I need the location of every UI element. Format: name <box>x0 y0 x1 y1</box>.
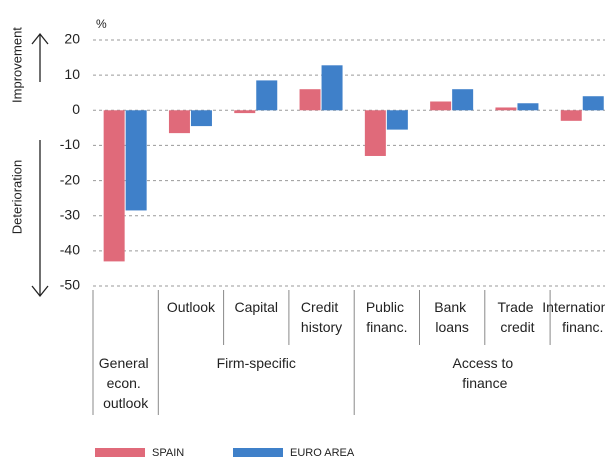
legend-swatch <box>233 448 283 457</box>
bar <box>125 110 147 211</box>
legend-swatch <box>95 448 145 457</box>
y-tick-label: 10 <box>64 66 80 82</box>
y-tick-label: -10 <box>60 136 80 152</box>
arrows <box>31 32 49 298</box>
arrow-up-head <box>31 32 49 45</box>
bar <box>386 110 408 130</box>
x-tick-label: Bank loans <box>434 299 470 335</box>
bar <box>168 110 190 134</box>
legend-text: SPAIN <box>152 447 184 459</box>
bar <box>234 110 256 114</box>
legend-text: EURO AREA <box>290 447 355 459</box>
bar <box>321 65 343 111</box>
bar <box>299 89 321 111</box>
x-tick-label: Trade credit <box>497 299 537 335</box>
bar <box>517 103 539 111</box>
side-label-top: Improvement <box>9 27 24 103</box>
x-tick-label: Capital <box>234 299 278 315</box>
bar <box>452 89 474 111</box>
bar <box>582 96 604 111</box>
y-tick-label: 20 <box>64 31 80 47</box>
unit-label: % <box>96 17 107 31</box>
x-tick-label: Outlook <box>167 299 216 315</box>
bar <box>190 110 212 127</box>
y-tick-label: -30 <box>60 206 80 222</box>
y-tick-label: 0 <box>72 101 80 117</box>
bar <box>430 101 452 111</box>
y-tick-label: -50 <box>60 277 80 293</box>
x-tick-label: Public financ. <box>366 299 408 335</box>
group-label: General econ. outlook <box>99 355 153 411</box>
x-tick-label: International financ. <box>542 299 605 335</box>
y-tick-label: -40 <box>60 242 80 258</box>
group-label: Access to finance <box>453 355 518 391</box>
side-label-bottom: Deterioration <box>9 160 24 234</box>
bar <box>495 107 517 111</box>
bar <box>560 110 582 121</box>
bar <box>364 110 386 156</box>
arrow-down-head <box>31 285 49 298</box>
group-label: Firm-specific <box>217 355 296 371</box>
bar <box>103 110 125 262</box>
y-tick-label: -20 <box>60 171 80 187</box>
bar <box>256 80 278 111</box>
x-tick-label: Credit history <box>301 299 342 335</box>
